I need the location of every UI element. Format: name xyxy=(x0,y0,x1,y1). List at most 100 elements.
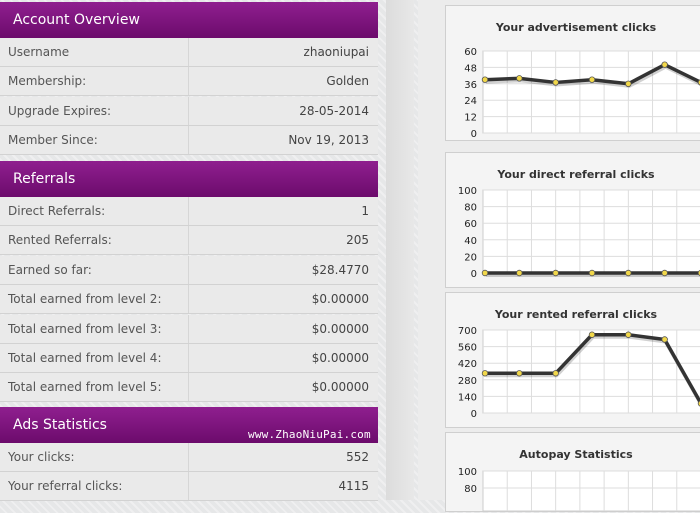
row-value: 552 xyxy=(346,450,369,464)
info-row: Total earned from level 5: $0.00000 xyxy=(0,373,378,403)
ads-statistics-header: Ads Statistics xyxy=(0,407,378,443)
advertisement-clicks-plot: 0 12 24 36 48 60 xyxy=(464,47,700,140)
row-label: Rented Referrals: xyxy=(8,233,112,248)
row-value: 4115 xyxy=(338,479,369,494)
data-point xyxy=(588,331,596,338)
data-point xyxy=(552,370,559,377)
row-value: 205 xyxy=(346,233,369,248)
row-separator xyxy=(188,314,189,343)
data-point xyxy=(481,269,489,277)
row-value: $0.00000 xyxy=(311,321,369,336)
y-tick-label: 60 xyxy=(464,47,477,58)
chart-title: Autopay Statistics xyxy=(519,448,633,461)
y-tick-label: 24 xyxy=(464,96,477,107)
chart-title: Your direct referral clicks xyxy=(497,168,655,181)
row-separator xyxy=(188,443,189,471)
y-tick-label: 80 xyxy=(464,484,477,495)
info-row: Direct Referrals: 1 xyxy=(0,197,378,226)
rented-referral-clicks-chart: Your rented referral clicks 0 140 280 420 56… xyxy=(445,292,700,428)
advertisement-clicks-chart: Your advertisement clicks 0 12 24 36 48 60 xyxy=(445,5,700,141)
row-separator xyxy=(188,373,189,402)
chart-title: Your advertisement clicks xyxy=(495,21,657,34)
data-point xyxy=(516,75,523,82)
row-separator xyxy=(188,255,189,284)
row-value: zhaoniupai xyxy=(303,45,369,59)
row-label: Earned so far: xyxy=(8,262,92,277)
y-tick-label: 12 xyxy=(464,113,477,124)
chart-title: Your rented referral clicks xyxy=(494,308,658,321)
info-row: Total earned from level 2: $0.00000 xyxy=(0,285,378,315)
y-tick-label: 36 xyxy=(464,80,477,91)
info-row: Username zhaoniupai xyxy=(0,38,378,67)
row-label: Membership: xyxy=(8,74,87,89)
y-tick-label: 48 xyxy=(464,63,477,74)
y-tick-label: 0 xyxy=(471,269,477,280)
row-separator xyxy=(188,285,189,314)
y-tick-label: 280 xyxy=(458,376,477,387)
row-label: Direct Referrals: xyxy=(8,204,106,218)
row-value: $0.00000 xyxy=(311,351,369,365)
y-tick-label: 420 xyxy=(458,359,477,370)
rented-referral-clicks-plot: 0 140 280 420 560 700 xyxy=(458,326,700,420)
row-label: Total earned from level 5: xyxy=(8,380,162,395)
info-row: Earned so far: $28.4770 xyxy=(0,255,378,285)
row-value: $0.00000 xyxy=(311,292,369,307)
row-value: Golden xyxy=(326,74,369,89)
data-point xyxy=(588,269,596,277)
watermark-text: www.ZhaoNiuPai.com xyxy=(248,428,371,441)
data-point xyxy=(516,269,523,277)
y-tick-label: 100 xyxy=(458,186,477,197)
row-value: $0.00000 xyxy=(311,380,369,395)
row-label: Total earned from level 2: xyxy=(8,292,162,307)
data-point xyxy=(516,370,523,377)
row-separator xyxy=(188,96,189,125)
row-label: Total earned from level 4: xyxy=(8,351,162,365)
row-separator xyxy=(188,226,189,255)
direct-referral-clicks-plot: 0 20 40 60 80 100 xyxy=(458,186,700,280)
y-tick-label: 40 xyxy=(464,236,477,247)
y-tick-label: 560 xyxy=(458,343,477,354)
data-point xyxy=(661,61,668,68)
info-row: Total earned from level 3: $0.00000 xyxy=(0,314,378,344)
data-point xyxy=(552,79,559,86)
left-column: Account Overview Username zhaoniupai Membe… xyxy=(0,2,378,502)
y-tick-label: 0 xyxy=(471,409,477,420)
data-point xyxy=(588,76,596,83)
info-row: Your referral clicks: 4115 xyxy=(0,472,378,502)
data-point xyxy=(625,331,632,338)
row-value: 1 xyxy=(361,204,369,218)
plot-area xyxy=(482,470,700,512)
row-label: Username xyxy=(8,45,70,59)
autopay-statistics-chart: Autopay Statistics 100 80 xyxy=(445,432,700,512)
row-value: $28.4770 xyxy=(311,262,369,277)
info-row: Member Since: Nov 19, 2013 xyxy=(0,126,378,156)
y-tick-label: 0 xyxy=(471,129,477,140)
data-point xyxy=(661,336,668,343)
y-tick-label: 60 xyxy=(464,219,477,230)
y-tick-label: 140 xyxy=(458,392,477,403)
row-value: Nov 19, 2013 xyxy=(288,133,369,148)
row-separator xyxy=(188,197,189,225)
y-tick-label: 80 xyxy=(464,203,477,214)
row-separator xyxy=(188,472,189,501)
plot-area xyxy=(482,189,700,274)
data-point xyxy=(661,269,668,277)
y-tick-label: 20 xyxy=(464,252,477,263)
row-separator xyxy=(188,126,189,155)
row-label: Your clicks: xyxy=(8,450,75,464)
data-point xyxy=(552,269,559,277)
autopay-statistics-plot: 100 80 xyxy=(458,467,700,512)
row-separator xyxy=(188,38,189,66)
row-label: Your referral clicks: xyxy=(8,479,123,494)
row-separator xyxy=(188,344,189,372)
info-row: Your clicks: 552 xyxy=(0,443,378,472)
info-row: Rented Referrals: 205 xyxy=(0,226,378,256)
row-label: Total earned from level 3: xyxy=(8,321,162,336)
y-tick-label: 700 xyxy=(458,326,477,337)
data-point xyxy=(481,370,489,377)
y-tick-label: 100 xyxy=(458,467,477,478)
direct-referral-clicks-chart: Your direct referral clicks 0 20 40 60 80 100 xyxy=(445,152,700,288)
data-point xyxy=(481,76,489,83)
data-point xyxy=(625,269,632,277)
row-label: Member Since: xyxy=(8,133,98,148)
